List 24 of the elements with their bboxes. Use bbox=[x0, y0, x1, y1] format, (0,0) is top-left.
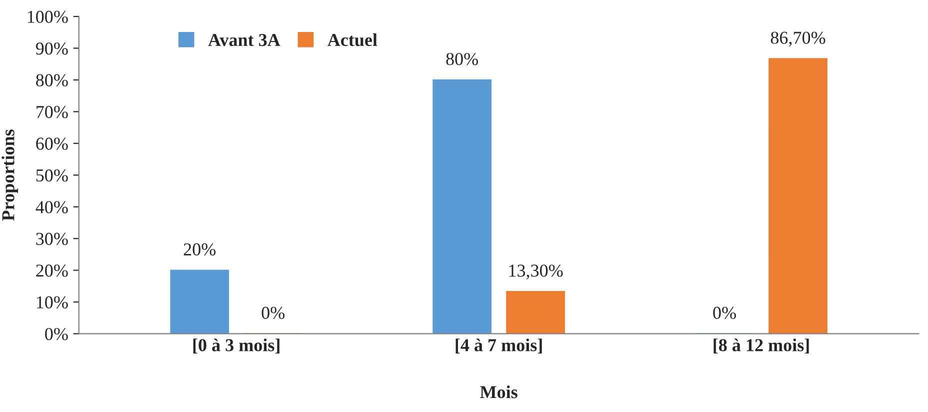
data-label: 80% bbox=[446, 52, 478, 66]
y-tick-label: 30% bbox=[36, 232, 68, 246]
legend-label: Actuel bbox=[328, 33, 378, 46]
x-axis-title: Mois bbox=[480, 386, 518, 398]
y-tick-label: 40% bbox=[36, 201, 68, 214]
data-label: 13,30% bbox=[509, 264, 563, 280]
data-label: 0% bbox=[262, 306, 285, 319]
y-tick-label: 20% bbox=[36, 264, 68, 277]
y-tick-label: 50% bbox=[36, 169, 68, 182]
y-axis-title: Proportions bbox=[2, 130, 18, 221]
y-tick-label: 0% bbox=[45, 328, 68, 340]
data-label: 0% bbox=[713, 306, 736, 319]
y-tick-label: 70% bbox=[36, 106, 68, 118]
y-tick-label: 90% bbox=[36, 42, 68, 55]
x-tick-label: [0 à 3 mois] bbox=[193, 338, 280, 354]
x-tick-label: [4 à 7 mois] bbox=[456, 338, 542, 354]
legend-label: Avant 3A bbox=[208, 34, 280, 46]
y-tick-label: 10% bbox=[36, 296, 68, 308]
y-tick-label: 80% bbox=[36, 74, 68, 86]
y-tick-label: 60% bbox=[36, 138, 68, 150]
x-tick-label: [8 à 12 mois] bbox=[714, 338, 809, 354]
y-tick-label: 100% bbox=[28, 10, 68, 23]
data-label: 86,70% bbox=[770, 32, 826, 46]
data-label: 20% bbox=[184, 243, 216, 256]
